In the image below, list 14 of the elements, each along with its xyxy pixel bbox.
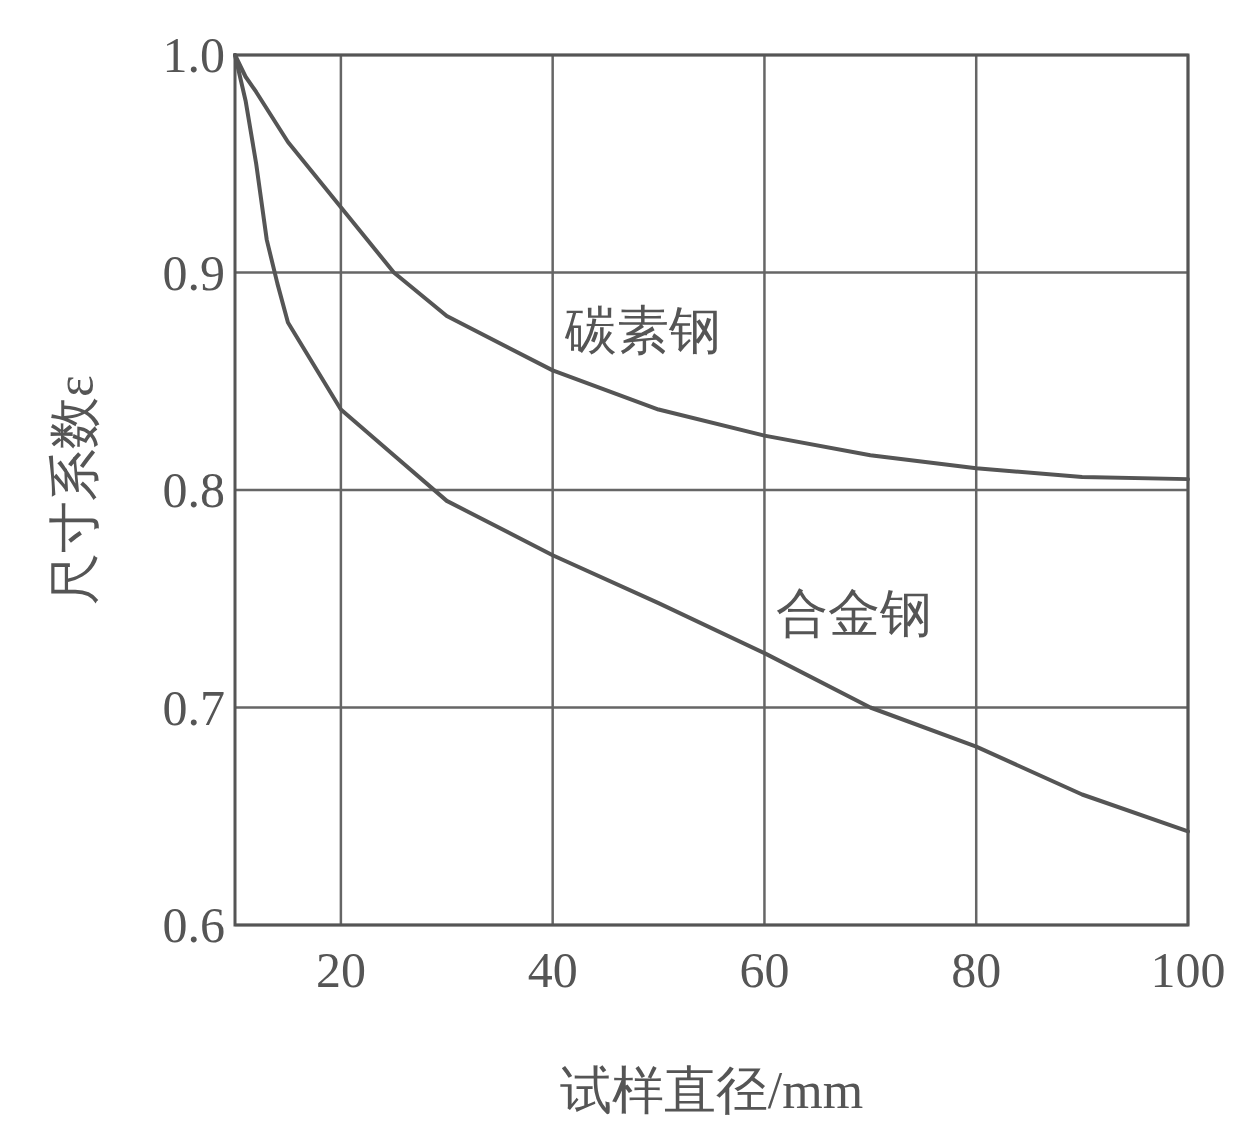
x-tick-label: 20 <box>315 942 366 998</box>
series-label: 碳素钢 <box>563 302 721 360</box>
y-tick-label: 1.0 <box>162 27 225 83</box>
y-tick-label: 0.6 <box>162 897 225 953</box>
x-tick-label: 40 <box>527 942 578 998</box>
y-tick-label: 0.7 <box>162 679 225 736</box>
y-axis-title: 尺寸系数ε <box>46 375 103 605</box>
x-axis-title: 试样直径/mm <box>559 1062 864 1119</box>
x-tick-label: 60 <box>739 942 790 998</box>
y-tick-label: 0.8 <box>162 462 225 518</box>
series-label: 合金钢 <box>776 585 933 643</box>
x-tick-label: 100 <box>1150 942 1226 998</box>
x-tick-label: 80 <box>951 942 1002 998</box>
y-tick-label: 0.9 <box>162 244 225 301</box>
